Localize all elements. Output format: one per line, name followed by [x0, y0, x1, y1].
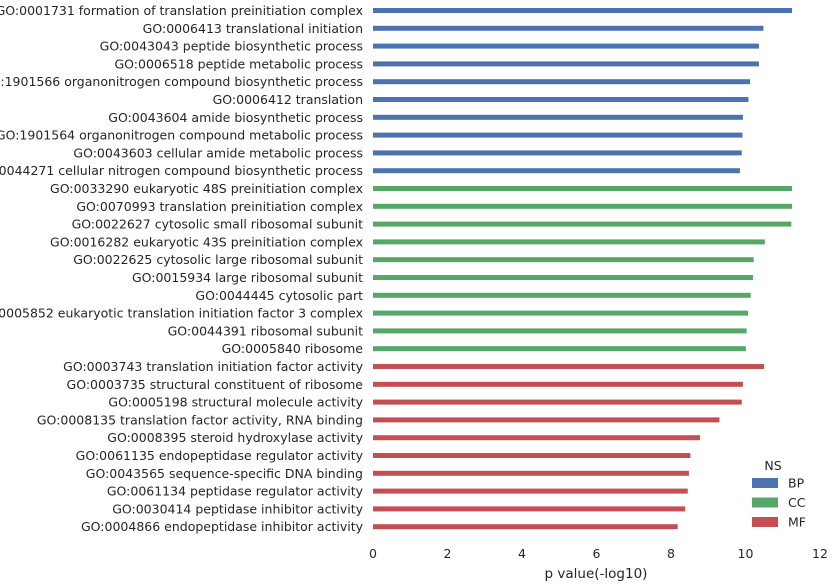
x-tick-label-6: 10 [738, 546, 754, 561]
category-label-21: GO:0003743 translation initiation factor… [63, 359, 363, 374]
bar-19 [373, 328, 747, 334]
category-label-9: GO:0043603 cellular amide metabolic proc… [73, 145, 363, 160]
bar-3 [373, 43, 759, 49]
category-label-15: GO:0022625 cytosolic large ribosomal sub… [73, 252, 363, 267]
bar-12 [373, 203, 793, 209]
category-label-11: GO:0033290 eukaryotic 48S preinitiation … [50, 181, 363, 196]
bar-9 [373, 150, 742, 156]
bar-2 [373, 25, 764, 31]
legend-entries: BP CC MF [752, 476, 806, 530]
category-label-16: GO:0015934 large ribosomal subunit [132, 270, 363, 285]
bar-23 [373, 399, 742, 405]
bar-5 [373, 79, 750, 85]
bar-6 [373, 97, 749, 102]
category-label-26: GO:0061135 endopeptidase regulator activ… [76, 448, 364, 463]
bar-18 [373, 310, 749, 316]
category-label-2: GO:0006413 translational initiation [143, 21, 363, 36]
category-label-18: GO:0005852 eukaryotic translation initia… [0, 306, 363, 321]
x-tick-label-5: 8 [667, 546, 675, 561]
category-label-20: GO:0005840 ribosome [222, 341, 364, 356]
category-label-6: GO:0006412 translation [213, 92, 363, 107]
bars-layer [373, 8, 793, 530]
category-label-3: GO:0043043 peptide biosynthetic process [100, 39, 363, 54]
x-axis-title: p value(-log10) [545, 566, 648, 582]
bar-8 [373, 132, 743, 138]
x-tick-label-4: 6 [593, 546, 601, 561]
bar-15 [373, 257, 754, 263]
bar-13 [373, 221, 792, 227]
legend-title: NS [764, 458, 781, 473]
category-label-13: GO:0022627 cytosolic small ribosomal sub… [72, 217, 364, 232]
legend-label-bp: BP [788, 476, 805, 491]
bar-29 [373, 506, 686, 512]
bar-4 [373, 61, 759, 67]
category-label-8: GO:1901564 organonitrogen compound metab… [0, 128, 363, 143]
legend-swatch-bp [752, 478, 778, 488]
category-label-27: GO:0043565 sequence-specific DNA binding [86, 466, 363, 481]
category-label-25: GO:0008395 steroid hydroxylase activity [107, 430, 363, 445]
bar-17 [373, 292, 751, 298]
category-label-22: GO:0003735 structural constituent of rib… [67, 377, 364, 392]
category-label-30: GO:0004866 endopeptidase inhibitor activ… [81, 519, 364, 534]
bar-16 [373, 275, 753, 280]
bar-20 [373, 346, 746, 352]
bar-27 [373, 470, 689, 476]
bar-10 [373, 168, 740, 174]
category-label-1: GO:0001731 formation of translation prei… [0, 3, 363, 18]
legend-label-cc: CC [788, 495, 806, 510]
legend: NS BP CC MF [752, 458, 806, 530]
category-label-19: GO:0044391 ribosomal subunit [168, 323, 363, 338]
category-label-10: GO:0044271 cellular nitrogen compound bi… [0, 163, 363, 178]
category-label-29: GO:0030414 peptidase inhibitor activity [112, 501, 363, 516]
bar-21 [373, 364, 765, 369]
bar-24 [373, 417, 720, 423]
legend-swatch-mf [752, 517, 778, 527]
x-tick-label-2: 2 [444, 546, 452, 561]
category-label-24: GO:0008135 translation factor activity, … [37, 412, 363, 427]
category-label-14: GO:0016282 eukaryotic 43S preinitiation … [50, 234, 363, 249]
bar-25 [373, 435, 701, 441]
x-tick-label-3: 4 [518, 546, 526, 561]
bar-1 [373, 8, 793, 13]
bar-26 [373, 453, 691, 458]
category-label-23: GO:0005198 structural molecule activity [108, 395, 363, 410]
category-label-12: GO:0070993 translation preinitiation com… [76, 199, 363, 214]
x-tick-label-7: 12 [812, 546, 828, 561]
category-label-4: GO:0006518 peptide metabolic process [114, 56, 363, 71]
bar-30 [373, 524, 678, 530]
legend-swatch-cc [752, 497, 778, 508]
bar-22 [373, 381, 743, 387]
category-labels: GO:0001731 formation of translation prei… [0, 3, 364, 534]
category-label-7: GO:0043604 amide biosynthetic process [108, 110, 363, 125]
bar-14 [373, 239, 765, 245]
category-label-5: GO:1901566 organonitrogen compound biosy… [0, 74, 363, 89]
category-label-28: GO:0061134 peptidase regulator activity [107, 484, 364, 499]
x-axis-ticks: 0 2 4 6 8 10 12 [369, 546, 828, 561]
bar-28 [373, 488, 688, 494]
legend-label-mf: MF [788, 515, 806, 530]
category-label-17: GO:0044445 cytosolic part [195, 288, 363, 303]
bar-11 [373, 186, 793, 191]
x-tick-label-1: 0 [369, 546, 377, 561]
bar-7 [373, 114, 743, 120]
